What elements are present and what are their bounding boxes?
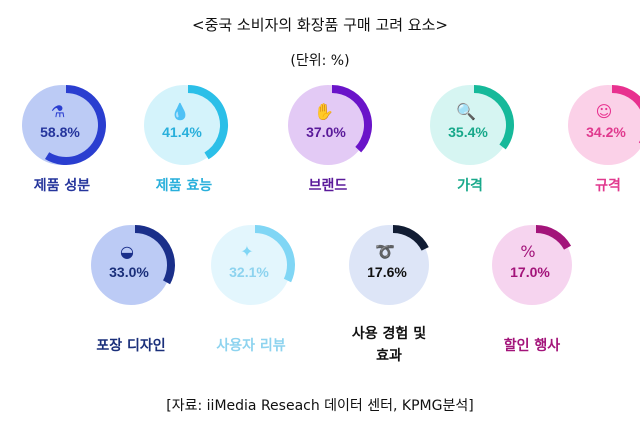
gauge-background [22, 85, 102, 165]
category-label: 포장 디자인 [96, 337, 165, 354]
gauge-arc [44, 85, 106, 165]
gauge-arc [331, 85, 372, 153]
value-label: 35.4% [448, 124, 488, 140]
price-search-icon: 🔍 [456, 101, 476, 121]
gauge-arc [611, 85, 640, 144]
gauge-item: ☺ 34.2% 규격 [568, 85, 640, 194]
gauge-background [568, 85, 640, 165]
gauge-item: ✦ 32.1% 사용자 리뷰 [211, 225, 295, 354]
coupon-icon: % [520, 242, 535, 261]
value-label: 58.8% [40, 124, 80, 140]
gauge-item: ⚗ 58.8% 제품 성분 [22, 85, 106, 194]
gauge-arc [134, 225, 175, 285]
ingredients-icon: ⚗ [51, 102, 65, 121]
gauge-arc [473, 85, 514, 150]
gauge-background [349, 225, 429, 305]
gauge-background [211, 225, 291, 305]
hand-cream-icon: ➰ [375, 242, 395, 261]
value-label: 33.0% [109, 264, 149, 280]
value-label: 32.1% [229, 264, 269, 280]
gauge-arc [254, 225, 295, 283]
category-label: 가격 [457, 177, 483, 194]
unit-label: (단위: %) [290, 53, 350, 69]
face-mask-icon: ☺ [596, 102, 613, 121]
hand-icon: ✋ [314, 102, 334, 121]
gauge-item: % 17.0% 할인 행사 [492, 225, 572, 354]
sparkle-box-icon: ✦ [240, 242, 253, 261]
value-label: 17.0% [510, 264, 550, 280]
category-label: 제품 효능 [156, 178, 213, 194]
gauge-item: ➰ 17.6% 사용 경험 및효과 [349, 225, 429, 364]
value-label: 17.6% [367, 264, 407, 280]
category-label: 규격 [595, 177, 621, 194]
category-label: 사용 경험 및 [352, 325, 426, 342]
category-label: 제품 성분 [34, 178, 91, 194]
gauge-background [288, 85, 368, 165]
chart-title: <중국 소비자의 화장품 구매 고려 요소> [192, 16, 448, 34]
category-label: 브랜드 [309, 177, 348, 194]
gauge-item: ◒ 33.0% 포장 디자인 [91, 225, 175, 354]
category-label: 사용자 리뷰 [216, 338, 285, 354]
value-label: 34.2% [586, 124, 626, 140]
gauge-background [91, 225, 171, 305]
gauge-arc [392, 225, 429, 251]
value-label: 41.4% [162, 124, 202, 140]
gauge-background [430, 85, 510, 165]
source-note: [자료: iiMedia Reseach 데이터 센터, KPMG분석] [166, 398, 474, 414]
gauge-item: 💧 41.4% 제품 효능 [144, 85, 228, 194]
value-label: 37.0% [306, 124, 346, 140]
gauge-background [492, 225, 572, 305]
water-drops-icon: 💧 [170, 102, 190, 121]
gauge-item: ✋ 37.0% 브랜드 [288, 85, 372, 194]
cream-jar-icon: ◒ [120, 242, 134, 261]
category-label: 할인 행사 [504, 337, 561, 354]
gauge-arc [535, 225, 572, 250]
gauge-background [144, 85, 224, 165]
gauge-item: 🔍 35.4% 가격 [430, 85, 514, 194]
category-label: 효과 [376, 348, 402, 364]
gauge-arc [187, 85, 228, 160]
